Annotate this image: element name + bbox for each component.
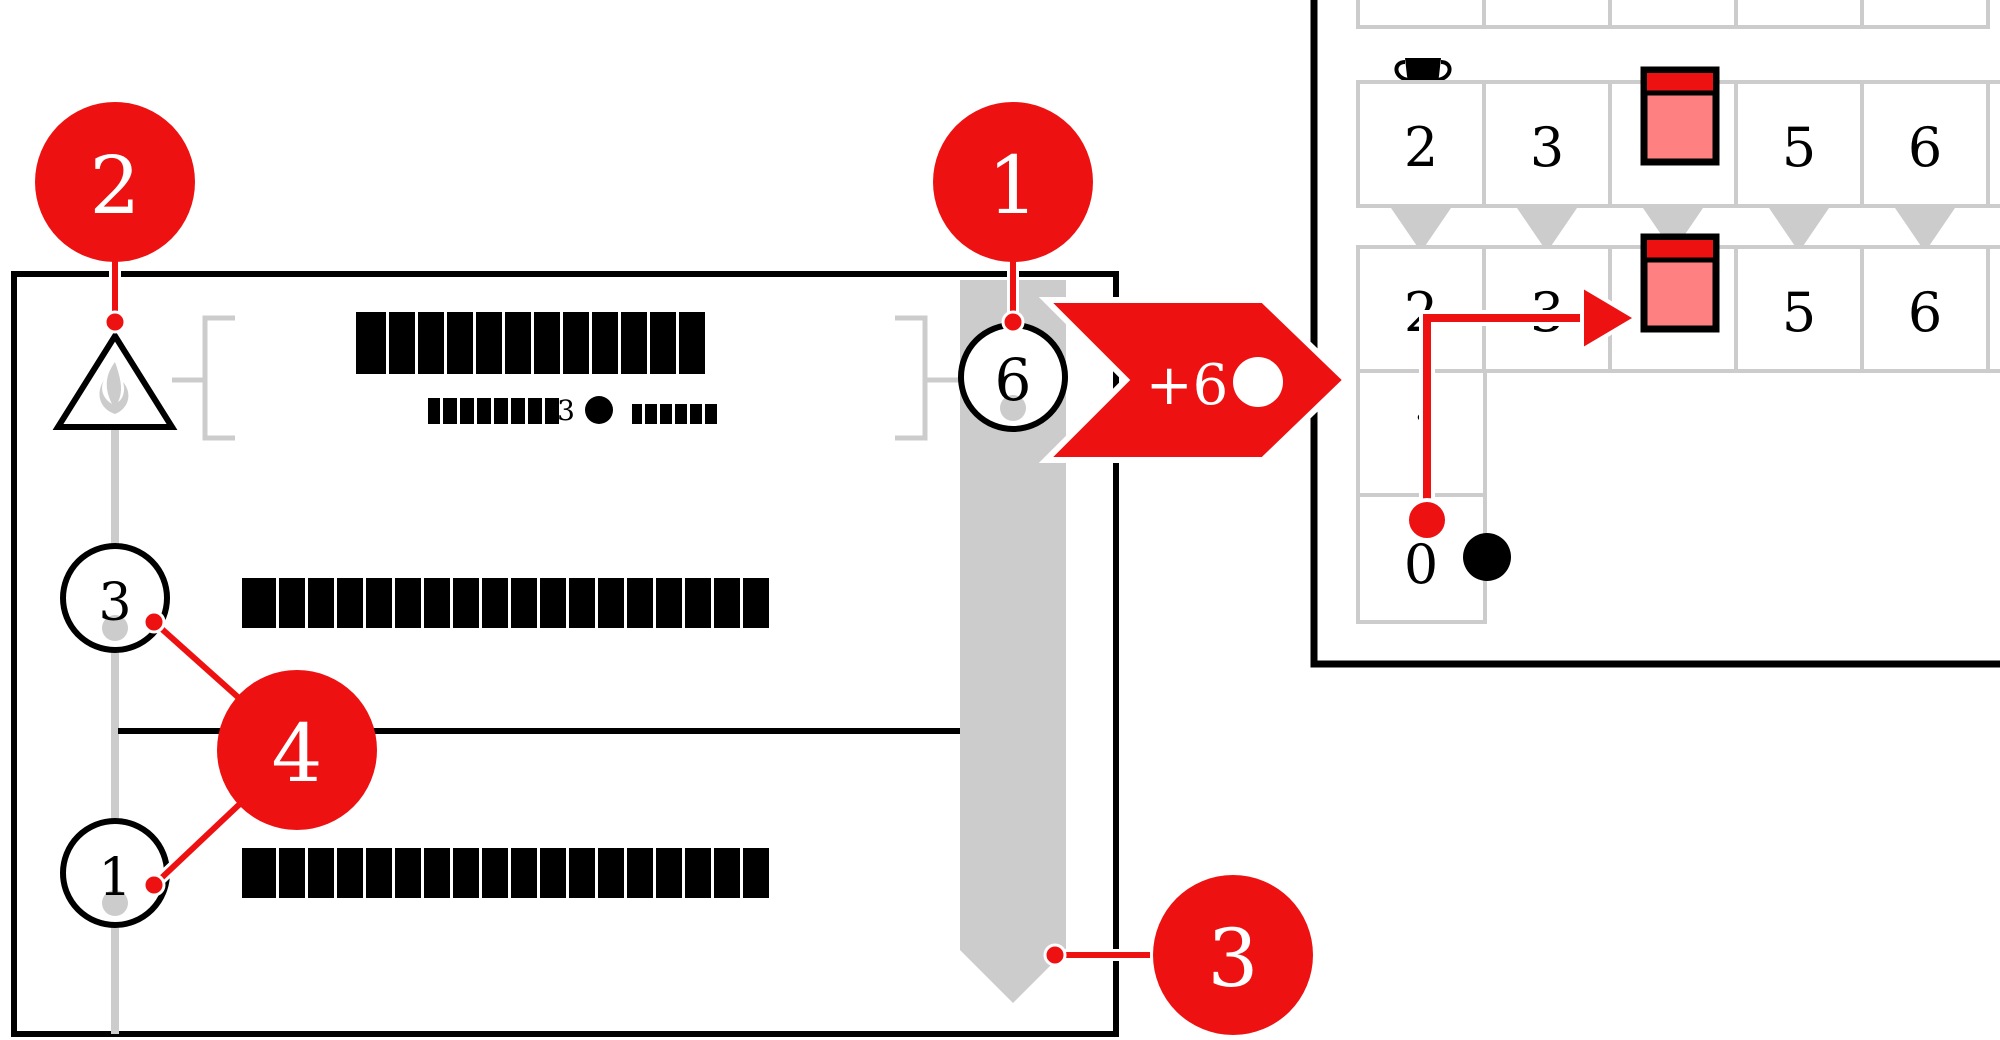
top-row-subline: 3 (428, 394, 717, 427)
mid-cost-circle: 3 (60, 543, 170, 653)
reward-text: +6 (1146, 353, 1229, 418)
callout-2-number: 2 (90, 139, 141, 232)
track-cell (1734, 245, 1864, 373)
movement-path-arrow (1405, 282, 1640, 542)
highlight-marker-bottom (1640, 233, 1720, 333)
step-down-triangle (1895, 208, 1955, 252)
track-cell-value: 6 (1908, 116, 1942, 179)
top-cost-value: 6 (995, 346, 1032, 414)
hazard-triangle-icon (52, 330, 205, 430)
callout-1-number: 1 (988, 139, 1039, 232)
callout-1: 1 (933, 102, 1093, 262)
callout-4-number: 4 (272, 707, 323, 800)
top-row-title-redacted (356, 312, 705, 374)
track-start-value: 0 (1404, 533, 1438, 596)
track-step-arrows (1391, 208, 1955, 252)
subline-value: 3 (557, 394, 575, 427)
mid-cost-value: 3 (98, 573, 131, 633)
card-panel: 3 6 3 1 (11, 271, 1119, 1037)
callout-3-number: 3 (1208, 912, 1259, 1005)
top-cost-circle: 6 (958, 322, 1068, 432)
bottom-row-text-redacted (242, 848, 769, 898)
track-cell (1482, 80, 1612, 208)
step-down-triangle (1517, 208, 1577, 252)
bottom-cost-circle: 1 (60, 818, 170, 928)
step-down-triangle (1391, 208, 1451, 252)
callout-4: 4 (217, 670, 377, 830)
track-cell-value: 5 (1782, 281, 1816, 344)
track-cell-value: 6 (1908, 281, 1942, 344)
white-disc-icon (1233, 357, 1283, 407)
track-top-partial-row (1356, 0, 1990, 29)
black-disc-icon (1463, 533, 1511, 581)
bottom-cost-value: 1 (98, 848, 131, 908)
track-cell (1986, 245, 2000, 373)
track-cell (1860, 245, 1990, 373)
callout-2: 2 (35, 102, 195, 262)
top-row-bracket-left (202, 315, 235, 441)
track-cell (1356, 80, 1486, 208)
gray-down-arrow (960, 280, 1066, 1003)
black-disc-icon (585, 396, 613, 424)
track-cell-value: 5 (1782, 116, 1816, 179)
step-down-triangle (1643, 208, 1703, 252)
step-down-triangle (1769, 208, 1829, 252)
highlight-marker-top (1640, 66, 1720, 166)
track-cell (1986, 80, 2000, 208)
track-cell-value: 3 (1530, 116, 1564, 179)
track-cell-value: 2 (1404, 116, 1438, 179)
reward-banner: +6 (1038, 297, 1351, 463)
callout-3: 3 (1153, 875, 1313, 1035)
mid-row-text-redacted (242, 578, 769, 628)
